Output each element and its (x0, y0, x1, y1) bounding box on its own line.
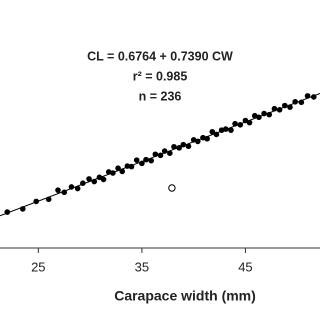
point (161, 148, 168, 154)
point (96, 174, 103, 181)
outlier-point (168, 184, 176, 192)
point (100, 176, 107, 183)
point (167, 150, 173, 156)
x-tick-label: 45 (238, 259, 252, 274)
point (33, 198, 40, 205)
point (213, 131, 220, 138)
point (4, 209, 11, 215)
point (180, 141, 187, 148)
point (298, 99, 305, 106)
point (237, 122, 244, 128)
point (232, 120, 238, 127)
x-axis-label: Carapace width (mm) (114, 288, 256, 304)
point (228, 127, 234, 133)
point (209, 128, 216, 135)
point (115, 165, 121, 171)
point (55, 187, 61, 193)
point (157, 152, 164, 159)
point (194, 138, 201, 145)
point (143, 156, 149, 163)
point (128, 163, 135, 170)
point (91, 178, 98, 185)
point (19, 206, 26, 212)
point (80, 180, 86, 186)
point (246, 119, 253, 126)
point (185, 143, 192, 150)
point (222, 126, 229, 132)
sample-size: n = 236 (139, 89, 182, 103)
point (310, 94, 317, 100)
point (139, 160, 145, 167)
point (152, 151, 159, 158)
point (287, 104, 293, 110)
point (256, 114, 262, 121)
point (86, 176, 92, 182)
equation: CL = 0.6764 + 0.7390 CW (87, 49, 233, 63)
point (148, 157, 154, 164)
point (68, 184, 75, 190)
x-tick-label: 25 (31, 259, 45, 274)
x-tick-label: 35 (135, 259, 149, 274)
point (281, 102, 288, 109)
point (45, 196, 52, 203)
point (61, 189, 68, 196)
point (124, 163, 131, 169)
point (271, 105, 278, 112)
point (242, 117, 249, 124)
point (261, 110, 267, 117)
point (292, 98, 298, 105)
point (276, 107, 283, 113)
point (204, 135, 210, 142)
point (266, 111, 273, 118)
point (304, 93, 311, 99)
r-squared: r² = 0.985 (133, 69, 188, 83)
point (171, 143, 177, 150)
point (176, 145, 182, 151)
point (110, 170, 116, 176)
point (133, 157, 140, 163)
point (119, 168, 126, 175)
point (74, 185, 81, 192)
